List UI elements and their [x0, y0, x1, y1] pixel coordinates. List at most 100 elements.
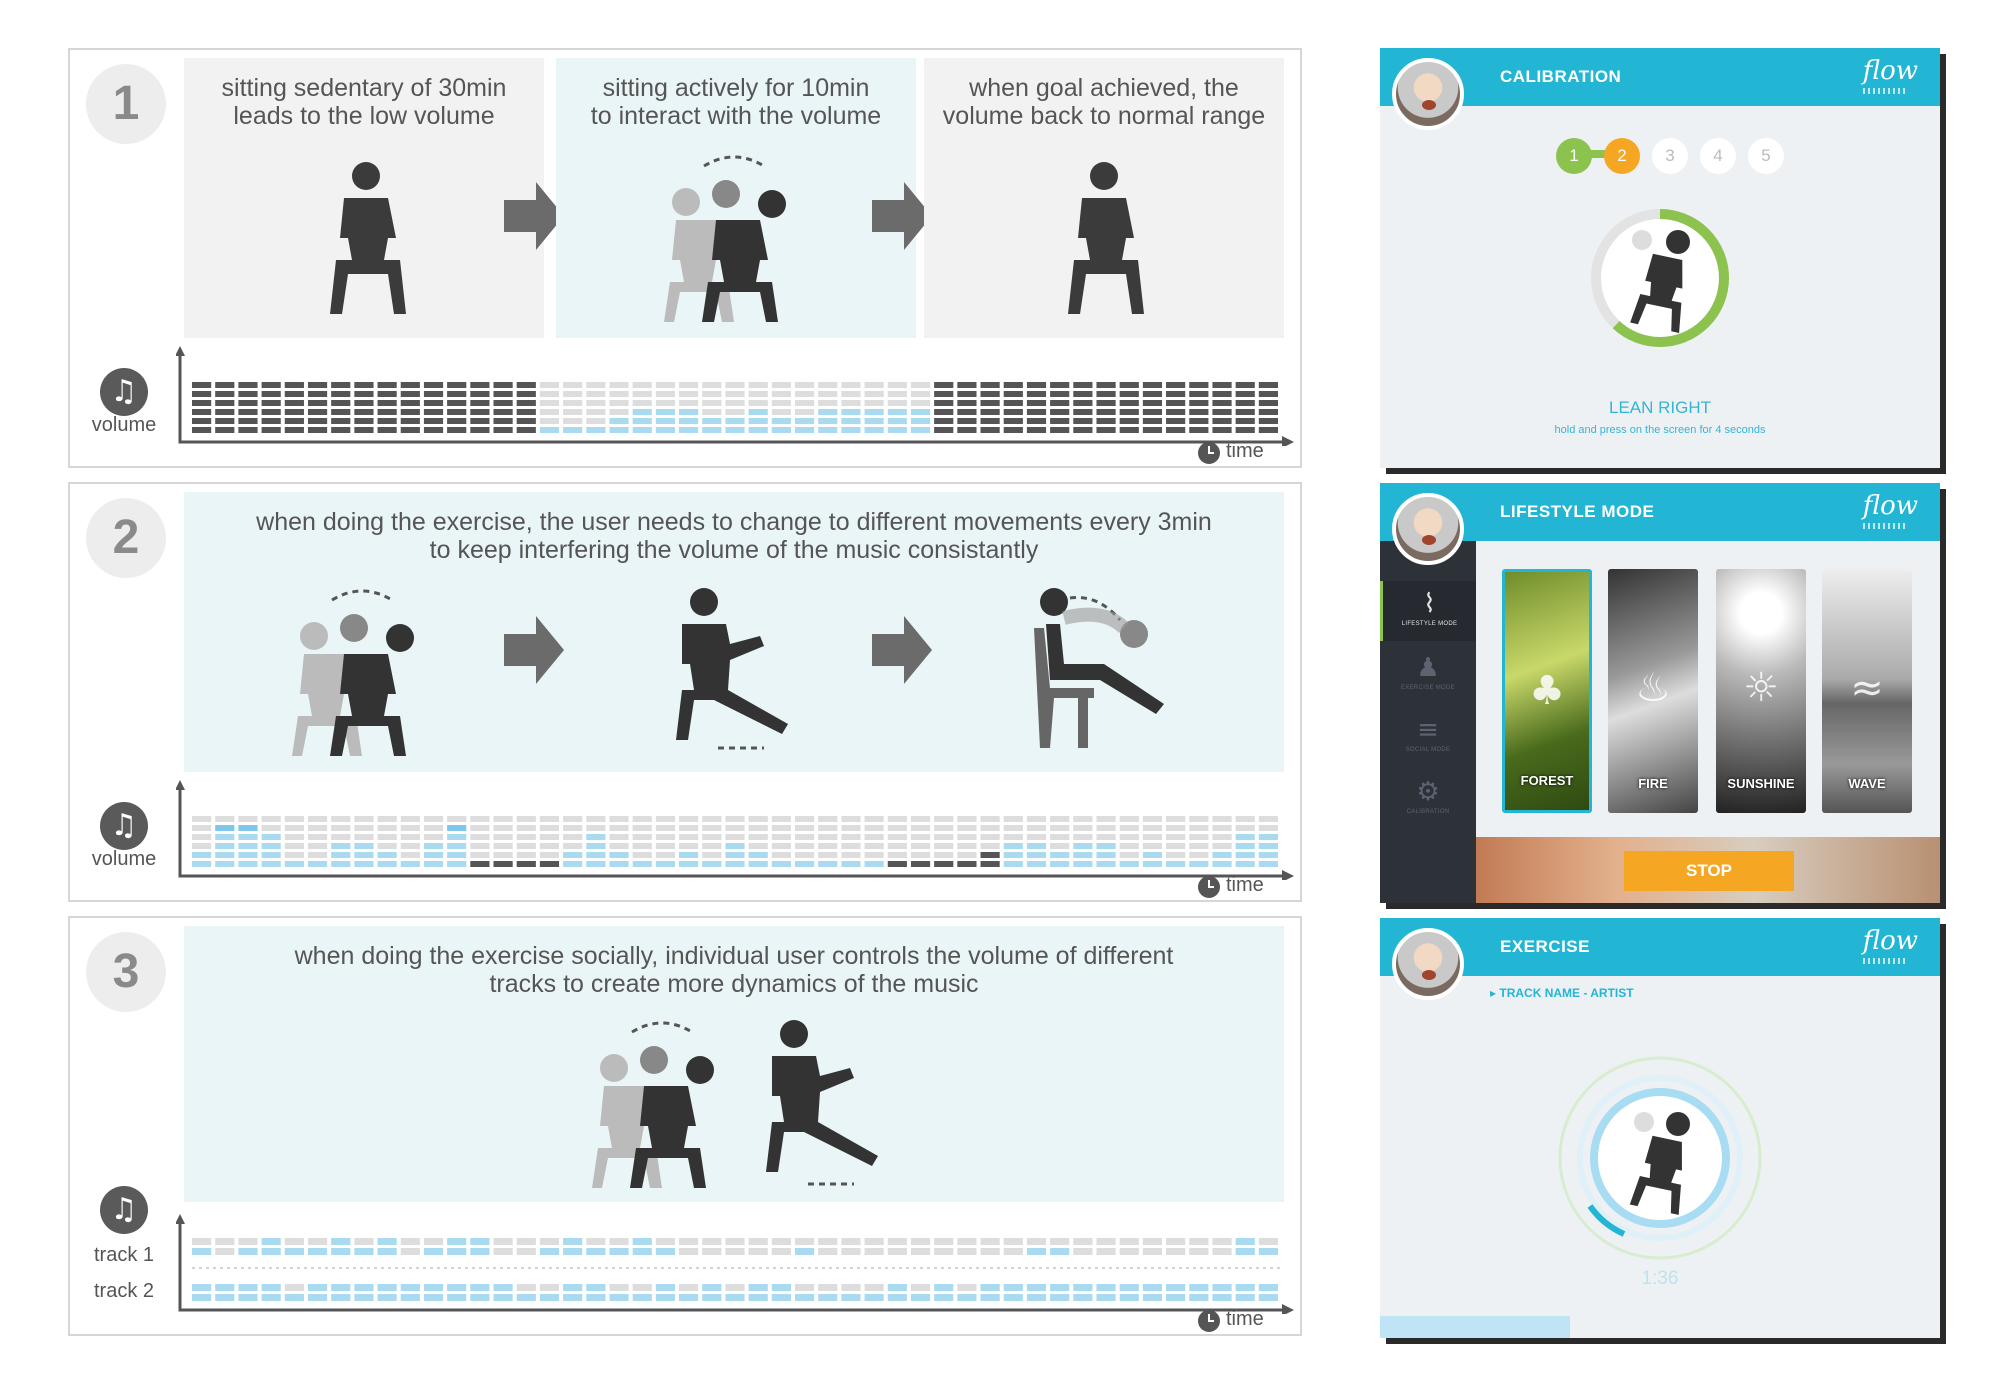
track-2-bar — [423, 1284, 444, 1301]
volume-bar — [1189, 816, 1209, 867]
card-wave[interactable]: ≈ WAVE — [1822, 569, 1912, 813]
volume-bar — [609, 382, 629, 433]
volume-bar — [493, 382, 513, 433]
card-fire[interactable]: ♨ FIRE — [1608, 569, 1698, 813]
music-note-icon: ♫ — [100, 802, 148, 850]
track-2-bar — [284, 1284, 304, 1301]
volume-bar — [818, 382, 838, 433]
track-1-bar — [215, 1238, 235, 1255]
x-axis-label: time — [1226, 1308, 1264, 1330]
playback-progress-fill — [1380, 1316, 1571, 1338]
track-2-bar — [1073, 1284, 1093, 1301]
volume-bar — [841, 816, 861, 867]
calibration-ring[interactable] — [1580, 198, 1740, 358]
step-number: 2 — [86, 498, 166, 578]
sitting-person-icon — [330, 162, 406, 314]
volume-bar — [980, 816, 1000, 867]
volume-bar — [493, 816, 513, 867]
step-dot[interactable]: 1 — [1556, 138, 1592, 174]
y-axis-arrow — [176, 346, 185, 356]
volume-bar — [215, 816, 235, 867]
step-indicator — [1574, 150, 1624, 158]
step-dot[interactable]: 5 — [1748, 138, 1784, 174]
music-note-icon: ♫ — [100, 368, 148, 416]
volume-bar — [331, 816, 351, 867]
flame-icon: ♨ — [1635, 665, 1671, 711]
track-2-bar — [400, 1284, 420, 1301]
mixer-icon: ≡ — [1417, 715, 1439, 745]
track-1-bar — [400, 1238, 420, 1255]
volume-bar — [887, 382, 907, 433]
avatar[interactable] — [1392, 928, 1464, 1000]
volume-bar — [423, 816, 444, 867]
track-2-bar — [493, 1284, 513, 1301]
x-axis-arrow — [1282, 1304, 1294, 1314]
exercise-screen: EXERCISE flow ▸ TRACK NAME - ARTIST 1:36 — [1380, 918, 1940, 1338]
scene-caption: sitting actively for 10min to interact w… — [590, 74, 882, 130]
track-1-bar — [1096, 1238, 1116, 1255]
volume-bar — [1142, 816, 1163, 867]
step-2-panel: 2 when doing the exercise, the user need… — [68, 482, 1302, 902]
sidebar-item-social-mode[interactable]: ≡ SOCIAL MODE — [1380, 707, 1476, 767]
arrow-right-icon — [872, 182, 932, 250]
volume-bar — [377, 382, 397, 433]
track-1-bar — [748, 1238, 768, 1255]
volume-bar — [1073, 816, 1093, 867]
playback-progress-bar[interactable] — [1380, 1316, 1940, 1338]
sun-icon: ☼ — [1743, 665, 1779, 711]
volume-bar — [679, 816, 699, 867]
stop-button[interactable]: STOP — [1624, 851, 1794, 891]
leg-stretch-person-icon — [676, 588, 788, 750]
volume-bar — [725, 382, 745, 433]
avatar[interactable] — [1392, 58, 1464, 130]
track-1-bar — [1235, 1238, 1255, 1255]
y-axis-arrow — [176, 1214, 185, 1224]
lean-back-person-icon — [1034, 588, 1164, 748]
exercise-ring[interactable] — [1550, 1048, 1770, 1268]
track-2-bar — [934, 1284, 954, 1301]
track-2-bar — [887, 1284, 907, 1301]
active-sitting-person-icon — [664, 155, 786, 322]
step-1-panel: 1 sitting sedentary of 30min leads to th… — [68, 48, 1302, 468]
track-1-bar — [1003, 1238, 1023, 1255]
track-1-bar — [1026, 1238, 1047, 1255]
volume-bar — [910, 382, 931, 433]
track-1-bar — [1212, 1238, 1232, 1255]
step-dot[interactable]: 3 — [1652, 138, 1688, 174]
volume-bar — [748, 382, 768, 433]
track-2-bar — [1096, 1284, 1116, 1301]
volume-bar — [215, 382, 235, 433]
volume-bar — [725, 816, 745, 867]
track-1-bar — [864, 1238, 884, 1255]
volume-bar — [1050, 816, 1070, 867]
track-1-label: track 1 — [93, 1244, 155, 1266]
scene-caption: when doing the exercise, the user needs … — [256, 508, 1212, 564]
volume-bar — [400, 382, 420, 433]
card-forest[interactable]: ♣ FOREST — [1502, 569, 1592, 813]
avatar[interactable] — [1392, 493, 1464, 565]
volume-bar — [609, 816, 629, 867]
gears-icon: ⚙ — [1416, 777, 1440, 807]
track-2-bar — [679, 1284, 699, 1301]
track-2-bar — [1026, 1284, 1047, 1301]
scene-caption: when goal achieved, the volume back to n… — [942, 74, 1266, 130]
sidebar-item-calibration[interactable]: ⚙ CALIBRATION — [1380, 769, 1476, 829]
track-2-bar — [980, 1284, 1000, 1301]
sidebar-item-exercise-mode[interactable]: ♟ EXERCISE MODE — [1380, 645, 1476, 705]
sidebar-item-lifestyle-mode[interactable]: ⌇ LIFESTYLE MODE — [1380, 581, 1476, 641]
card-sunshine[interactable]: ☼ SUNSHINE — [1716, 569, 1806, 813]
track-1-bar — [910, 1238, 931, 1255]
y-axis-arrow — [176, 780, 185, 790]
volume-bar — [1212, 382, 1232, 433]
volume-bar — [400, 816, 420, 867]
volume-bar — [1096, 816, 1116, 867]
step-dot[interactable]: 2 — [1604, 138, 1640, 174]
volume-bar — [1142, 382, 1163, 433]
flow-logo: flow — [1862, 56, 1918, 94]
track-1-bar — [1258, 1238, 1278, 1255]
track-2-bar — [725, 1284, 745, 1301]
arrow-right-icon — [504, 616, 564, 684]
volume-bar — [307, 382, 328, 433]
step-dot[interactable]: 4 — [1700, 138, 1736, 174]
volume-bar — [1119, 382, 1139, 433]
